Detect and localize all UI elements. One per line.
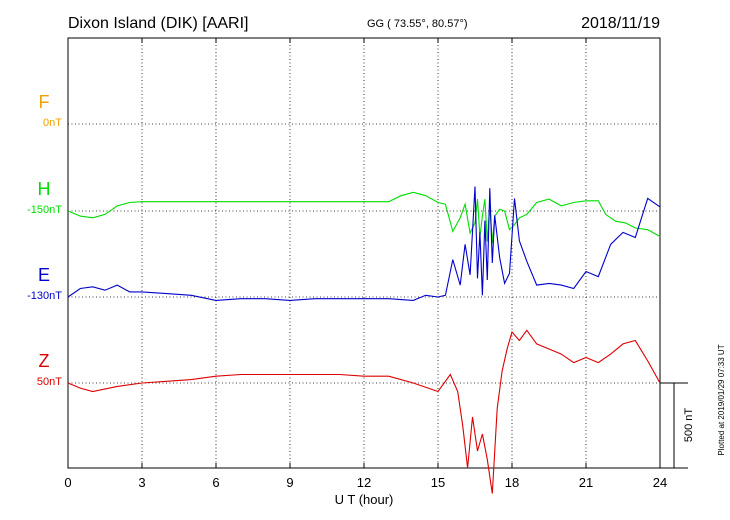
plot-frame xyxy=(67,37,661,469)
series-name-label: Z xyxy=(39,351,50,371)
x-axis-ticks: 0 3 6 9 12 15 18 21 24 xyxy=(64,38,667,490)
x-tick-label: 6 xyxy=(212,475,219,490)
plotted-note: Plotted at 2019/01/29 07:33 UT xyxy=(717,344,726,455)
x-tick-label: 24 xyxy=(653,475,667,490)
x-tick-label: 15 xyxy=(431,475,445,490)
series-line-z xyxy=(67,329,661,494)
series-labels: F 0nT H -150nT E -130nT Z 50nT xyxy=(27,92,62,388)
grid-lines xyxy=(68,38,660,468)
x-tick-label: 18 xyxy=(505,475,519,490)
chart-date: 2018/11/19 xyxy=(581,15,660,32)
series-baseline-label: 0nT xyxy=(43,117,62,129)
series-baseline-label: -130nT xyxy=(27,290,62,302)
x-tick-label: 0 xyxy=(64,475,71,490)
series-baseline-label: -150nT xyxy=(27,204,62,216)
series-lines xyxy=(67,186,661,494)
x-axis-label: U T (hour) xyxy=(335,492,394,507)
series-line-h xyxy=(67,191,661,244)
x-tick-label: 21 xyxy=(579,475,593,490)
x-tick-label: 3 xyxy=(138,475,145,490)
x-tick-label: 12 xyxy=(357,475,371,490)
series-name-label: E xyxy=(38,265,50,285)
series-name-label: H xyxy=(38,179,51,199)
series-baseline-label: 50nT xyxy=(37,376,62,388)
series-name-label: F xyxy=(39,92,50,112)
scale-bar: 500 nT xyxy=(660,382,695,469)
chart-coords: GG ( 73.55°, 80.57°) xyxy=(367,18,468,30)
chart-title: Dixon Island (DIK) [AARI] xyxy=(68,15,249,32)
series-line-e xyxy=(67,186,661,301)
scale-label: 500 nT xyxy=(683,408,695,443)
x-tick-label: 9 xyxy=(286,475,293,490)
